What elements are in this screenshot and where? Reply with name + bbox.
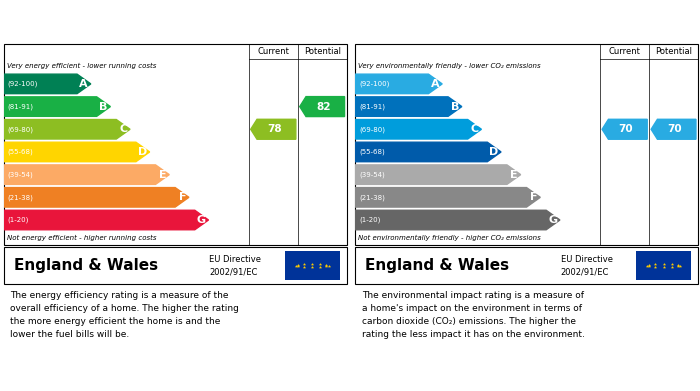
Polygon shape	[4, 120, 130, 139]
Text: F: F	[178, 192, 186, 202]
Text: B: B	[451, 102, 459, 111]
Text: The energy efficiency rating is a measure of the
overall efficiency of a home. T: The energy efficiency rating is a measur…	[10, 291, 239, 339]
Text: Not environmentally friendly - higher CO₂ emissions: Not environmentally friendly - higher CO…	[358, 235, 541, 241]
Text: 82: 82	[316, 102, 330, 111]
Text: (69-80): (69-80)	[8, 126, 34, 133]
Text: Potential: Potential	[655, 47, 692, 56]
Text: (92-100): (92-100)	[359, 81, 389, 87]
Text: F: F	[530, 192, 538, 202]
Text: Current: Current	[609, 47, 640, 56]
Polygon shape	[355, 74, 442, 94]
Text: (1-20): (1-20)	[8, 217, 29, 223]
Polygon shape	[4, 97, 111, 117]
Polygon shape	[355, 120, 482, 139]
Polygon shape	[355, 165, 521, 185]
Text: EU Directive
2002/91/EC: EU Directive 2002/91/EC	[561, 255, 612, 276]
Bar	[636, 251, 691, 280]
Text: G: G	[197, 215, 206, 225]
Text: Environmental Impact (CO₂) Rating: Environmental Impact (CO₂) Rating	[362, 14, 624, 27]
Text: C: C	[470, 124, 479, 134]
Text: E: E	[159, 170, 167, 179]
Text: (92-100): (92-100)	[8, 81, 38, 87]
Text: D: D	[489, 147, 498, 157]
Polygon shape	[355, 142, 501, 162]
Polygon shape	[355, 97, 462, 117]
Text: (81-91): (81-91)	[8, 103, 34, 110]
Text: (69-80): (69-80)	[359, 126, 385, 133]
Text: E: E	[510, 170, 518, 179]
Text: Very energy efficient - lower running costs: Very energy efficient - lower running co…	[7, 63, 156, 69]
Text: (21-38): (21-38)	[8, 194, 34, 201]
Polygon shape	[4, 74, 91, 94]
Text: A: A	[430, 79, 440, 89]
Polygon shape	[651, 119, 696, 139]
Text: Current: Current	[258, 47, 289, 56]
Text: G: G	[548, 215, 557, 225]
Text: (1-20): (1-20)	[359, 217, 380, 223]
Polygon shape	[355, 210, 560, 230]
Polygon shape	[300, 97, 344, 117]
Polygon shape	[355, 188, 540, 207]
Text: Energy Efficiency Rating: Energy Efficiency Rating	[10, 14, 194, 27]
Text: C: C	[119, 124, 127, 134]
Text: (39-54): (39-54)	[8, 171, 34, 178]
Polygon shape	[4, 142, 150, 162]
Polygon shape	[4, 188, 189, 207]
Text: (81-91): (81-91)	[359, 103, 385, 110]
Text: (55-68): (55-68)	[359, 149, 385, 155]
Text: 70: 70	[667, 124, 682, 134]
Polygon shape	[251, 119, 296, 139]
Polygon shape	[4, 165, 169, 185]
Text: 78: 78	[267, 124, 281, 134]
Text: D: D	[138, 147, 147, 157]
Text: (39-54): (39-54)	[359, 171, 385, 178]
Bar	[285, 251, 340, 280]
Text: Potential: Potential	[304, 47, 341, 56]
Text: A: A	[79, 79, 88, 89]
Text: EU Directive
2002/91/EC: EU Directive 2002/91/EC	[209, 255, 261, 276]
Text: England & Wales: England & Wales	[365, 258, 510, 273]
Text: Not energy efficient - higher running costs: Not energy efficient - higher running co…	[7, 235, 156, 241]
Text: The environmental impact rating is a measure of
a home's impact on the environme: The environmental impact rating is a mea…	[362, 291, 584, 339]
Text: England & Wales: England & Wales	[14, 258, 158, 273]
Text: (21-38): (21-38)	[359, 194, 385, 201]
Text: 70: 70	[619, 124, 633, 134]
Text: B: B	[99, 102, 108, 111]
Polygon shape	[602, 119, 648, 139]
Text: (55-68): (55-68)	[8, 149, 34, 155]
Polygon shape	[4, 210, 209, 230]
Text: Very environmentally friendly - lower CO₂ emissions: Very environmentally friendly - lower CO…	[358, 63, 541, 69]
